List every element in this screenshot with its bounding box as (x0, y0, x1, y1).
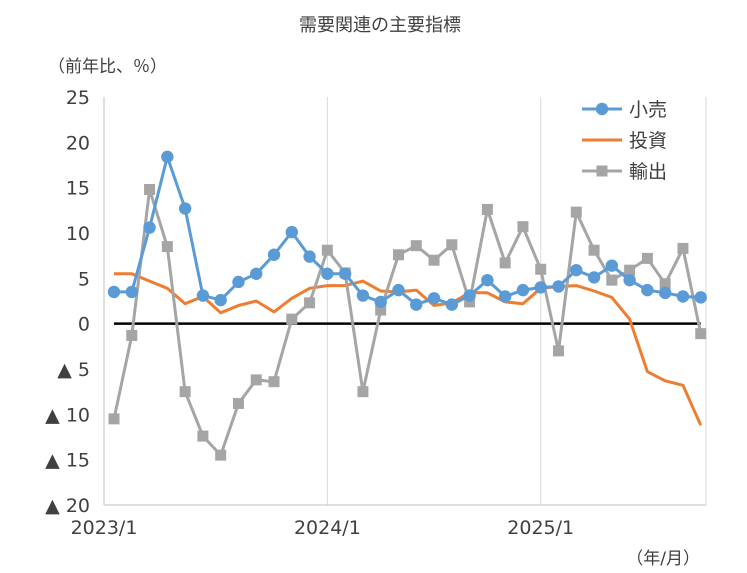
x-tick-label: 2024/1 (294, 517, 361, 539)
data-point (641, 252, 653, 264)
data-point (659, 278, 671, 290)
data-point (624, 264, 636, 276)
y-tick-label: ▲ 5 (57, 359, 90, 381)
legend-label: 輸出 (629, 161, 667, 183)
data-point (232, 397, 244, 409)
data-point (214, 293, 227, 307)
data-point (178, 202, 192, 215)
y-tick-label: 5 (78, 268, 90, 290)
legend-marker (596, 165, 608, 177)
data-point (428, 254, 440, 266)
data-point (695, 328, 707, 340)
y-tick-label: 25 (66, 87, 90, 109)
data-point (552, 280, 565, 293)
data-point (498, 290, 512, 303)
data-point (161, 241, 173, 253)
data-point (517, 221, 529, 233)
series-line-小売 (114, 155, 701, 307)
y-axis-label: （前年比、％） (48, 57, 167, 77)
data-point (268, 376, 280, 388)
data-point (232, 275, 245, 289)
data-point (427, 292, 441, 305)
data-point (304, 297, 316, 309)
data-point (108, 413, 120, 425)
data-point (126, 329, 138, 341)
y-tick-label: 15 (66, 178, 90, 200)
chart-title: 需要関連の主要指標 (299, 15, 461, 36)
data-point (499, 257, 511, 269)
axes (103, 97, 706, 506)
y-tick-label: ▲ 10 (45, 404, 90, 426)
data-point (570, 263, 583, 277)
data-point (445, 298, 459, 311)
legend-label: 投資 (629, 130, 667, 152)
data-point (677, 242, 689, 254)
data-point (321, 267, 334, 280)
data-point (179, 386, 191, 398)
data-point (410, 298, 423, 311)
data-point (553, 345, 564, 357)
data-point (606, 274, 618, 286)
data-point (143, 221, 156, 234)
data-point (338, 267, 352, 280)
y-tick-label: 10 (66, 223, 90, 245)
data-point (357, 386, 369, 398)
data-point (286, 313, 298, 325)
data-point (446, 239, 458, 251)
x-tick-label: 2025/1 (507, 517, 574, 539)
data-point (303, 250, 316, 263)
series-line-輸出 (112, 188, 703, 457)
data-point (676, 290, 690, 303)
data-point (356, 289, 370, 302)
data-point (375, 304, 387, 316)
data-point (392, 283, 405, 297)
y-tick-label: ▲ 15 (45, 450, 90, 472)
data-point (694, 291, 707, 304)
y-tick-label: 0 (78, 314, 90, 336)
series-layer (107, 150, 707, 461)
plot-area (103, 97, 707, 506)
data-point (197, 430, 209, 442)
data-point (535, 263, 547, 275)
data-point (623, 273, 636, 287)
data-point (464, 296, 476, 308)
data-point (658, 286, 672, 300)
y-tick-label: ▲ 20 (45, 495, 90, 517)
data-point (534, 281, 547, 294)
data-point (481, 273, 494, 287)
legend-label: 小売 (629, 99, 667, 121)
data-point (107, 285, 121, 299)
x-tick-label: 2023/1 (71, 517, 138, 539)
data-point (516, 283, 530, 297)
data-point (267, 248, 281, 261)
data-point (641, 283, 654, 297)
data-point (250, 374, 262, 386)
data-point (588, 244, 600, 256)
data-point (250, 267, 263, 280)
y-tick-label: 20 (66, 132, 90, 154)
data-point (374, 295, 387, 309)
data-point (161, 150, 174, 164)
legend-marker (595, 102, 609, 116)
data-point (321, 244, 333, 256)
data-point (215, 449, 227, 461)
series-line-投資 (114, 272, 703, 426)
data-point (481, 203, 493, 215)
data-point (125, 285, 138, 299)
data-point (570, 206, 582, 218)
data-point (285, 225, 298, 239)
x-axis-label: （年/月） (626, 549, 700, 569)
x-tick-labels: 2023/1 2024/1 2025/1 (71, 517, 575, 539)
data-point (144, 183, 156, 195)
data-point (196, 289, 210, 302)
y-tick-labels: 25 20 15 10 5 0 ▲ 5 ▲ 10 ▲ 15 ▲ 20 (45, 87, 90, 517)
data-point (410, 240, 422, 252)
data-point (587, 271, 601, 284)
data-point (605, 259, 619, 272)
data-point (392, 249, 404, 261)
data-point (463, 289, 476, 302)
